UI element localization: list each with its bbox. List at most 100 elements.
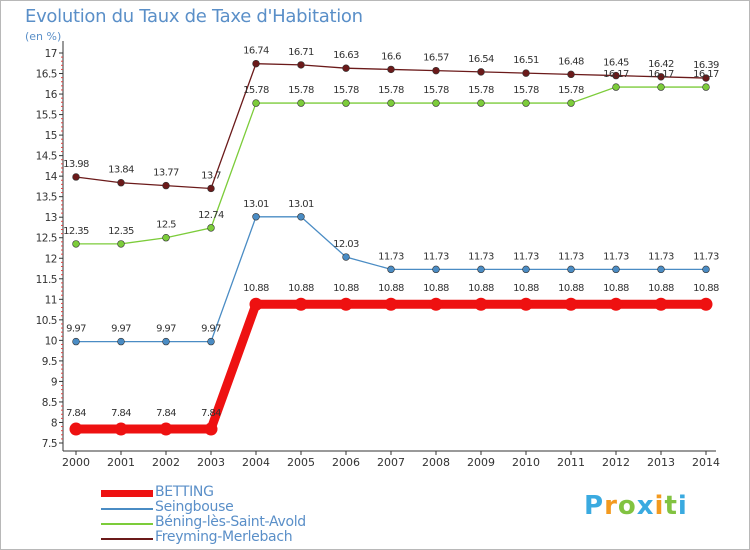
data-label-betting: 10.88 [243, 283, 269, 294]
data-label-seingbouse: 11.73 [603, 251, 629, 262]
x-tick-label: 2008 [422, 456, 450, 469]
data-point-betting [699, 297, 713, 311]
data-label-seingbouse: 9.97 [156, 324, 176, 335]
x-tick-label: 2003 [197, 456, 225, 469]
y-tick-label: 8.5 [42, 397, 57, 409]
y-tick-label: 15 [45, 130, 57, 142]
y-tick-label: 10.5 [36, 315, 57, 327]
data-point-bening-les-saint-avold [342, 99, 350, 107]
legend-label-freyming: Freyming-Merlebach [155, 529, 293, 545]
x-tick-label: 2001 [107, 456, 135, 469]
data-label-seingbouse: 11.73 [513, 251, 539, 262]
data-label-seingbouse: 11.73 [558, 251, 584, 262]
data-label-bening-les-saint-avold: 16.17 [648, 69, 674, 80]
data-point-betting [294, 297, 308, 311]
data-label-bening-les-saint-avold: 15.78 [468, 85, 494, 96]
legend-swatch-seingbouse [101, 508, 153, 510]
x-tick-label: 2004 [242, 456, 270, 469]
data-label-freyming-merlebach: 16.39 [693, 60, 719, 71]
data-point-betting [114, 422, 128, 436]
y-tick-label: 8 [51, 417, 57, 429]
data-point-freyming-merlebach [612, 71, 620, 80]
data-label-bening-les-saint-avold: 15.78 [558, 85, 584, 96]
y-tick-label: 10 [45, 335, 57, 347]
data-point-bening-les-saint-avold [522, 99, 530, 107]
data-label-freyming-merlebach: 16.54 [468, 54, 494, 65]
data-label-betting: 10.88 [288, 283, 314, 294]
data-point-bening-les-saint-avold [657, 83, 665, 91]
y-tick-label: 9 [51, 376, 57, 388]
data-point-freyming-merlebach [252, 59, 260, 68]
data-point-bening-les-saint-avold [477, 99, 485, 107]
data-labels: 7.84 7.84 7.84 7.84 10.88 10.88 10.88 10.88 10.8… [63, 46, 719, 419]
data-point-betting [609, 297, 623, 311]
data-point-betting [519, 297, 533, 311]
data-point-bening-les-saint-avold [117, 240, 125, 248]
data-point-freyming-merlebach [477, 68, 485, 76]
y-tick-label: 11 [45, 294, 57, 306]
data-label-betting: 10.88 [423, 283, 449, 294]
x-tick-label: 2013 [647, 456, 675, 469]
data-label-bening-les-saint-avold: 16.17 [603, 69, 629, 80]
data-label-bening-les-saint-avold: 15.78 [513, 85, 539, 96]
data-label-seingbouse: 11.73 [693, 251, 719, 262]
data-label-bening-les-saint-avold: 12.35 [63, 226, 89, 237]
data-label-betting: 10.88 [468, 283, 494, 294]
data-label-betting: 7.84 [201, 408, 221, 419]
data-label-betting: 10.88 [693, 283, 719, 294]
data-point-seingbouse [612, 265, 620, 274]
x-tick-label: 2009 [467, 456, 495, 469]
data-label-freyming-merlebach: 16.42 [648, 59, 674, 70]
data-point-freyming-merlebach [207, 184, 215, 193]
data-label-seingbouse: 11.73 [378, 251, 404, 262]
data-label-seingbouse: 12.03 [333, 239, 359, 250]
data-point-betting [159, 422, 173, 436]
data-point-bening-les-saint-avold [207, 224, 215, 232]
logo-letter: o [617, 491, 637, 521]
data-point-seingbouse [477, 265, 485, 274]
data-label-betting: 10.88 [603, 283, 629, 294]
data-label-bening-les-saint-avold: 15.78 [333, 85, 359, 96]
data-label-bening-les-saint-avold: 15.78 [243, 85, 269, 96]
data-label-seingbouse: 13.01 [243, 199, 269, 210]
data-point-seingbouse [252, 213, 260, 221]
data-label-freyming-merlebach: 13.84 [108, 165, 134, 176]
data-point-bening-les-saint-avold [252, 99, 260, 107]
data-point-freyming-merlebach [117, 179, 125, 187]
data-label-freyming-merlebach: 13.77 [153, 168, 179, 179]
y-tick-label: 17 [45, 48, 57, 60]
data-point-bening-les-saint-avold [702, 83, 710, 91]
data-label-freyming-merlebach: 16.74 [243, 46, 269, 57]
logo-letter: P [584, 491, 605, 521]
chart-title: Evolution du Taux de Taxe d'Habitation [25, 6, 363, 27]
y-tick-label: 12 [45, 253, 57, 265]
data-point-bening-les-saint-avold [432, 99, 440, 107]
data-point-seingbouse [207, 337, 215, 346]
x-tick-label: 2005 [287, 456, 315, 469]
data-point-betting [654, 297, 668, 311]
x-tick-label: 2011 [557, 456, 585, 469]
data-label-seingbouse: 9.97 [201, 324, 221, 335]
logo-letter: r [604, 491, 618, 521]
data-label-seingbouse: 11.73 [423, 251, 449, 262]
data-point-betting [339, 297, 353, 311]
y-tick-label: 16 [45, 89, 58, 101]
data-point-seingbouse [567, 265, 575, 274]
data-point-seingbouse [432, 265, 440, 274]
data-point-seingbouse [387, 265, 395, 274]
legend-swatch-betting [101, 490, 153, 497]
data-point-bening-les-saint-avold [567, 99, 575, 107]
data-point-bening-les-saint-avold [387, 99, 395, 107]
legend-label-bening: Béning-lès-Saint-Avold [155, 514, 306, 530]
proxiti-logo: Proxiti [584, 491, 688, 521]
x-tick-label: 2014 [692, 456, 720, 469]
data-label-freyming-merlebach: 13.7 [201, 170, 221, 181]
data-label-seingbouse: 13.01 [288, 199, 314, 210]
data-label-bening-les-saint-avold: 15.78 [423, 85, 449, 96]
data-label-bening-les-saint-avold: 15.78 [288, 85, 314, 96]
x-tick-label: 2012 [602, 456, 630, 469]
data-label-betting: 7.84 [66, 408, 86, 419]
x-tick-label: 2010 [512, 456, 540, 469]
data-point-betting [69, 422, 83, 436]
